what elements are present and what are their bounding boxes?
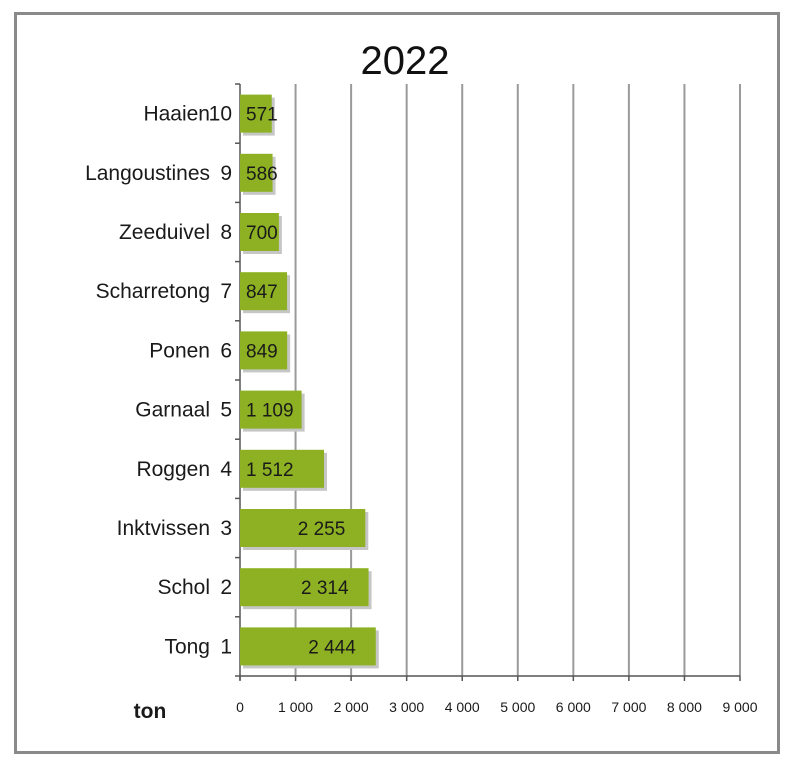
category-label: Langoustines — [85, 162, 210, 185]
bar — [240, 331, 288, 370]
x-tick-label: 9 000 — [722, 699, 757, 715]
bar — [240, 153, 273, 192]
data-label: 2 444 — [308, 637, 356, 658]
category-label: Tong — [164, 635, 210, 658]
category-label: Haaien — [143, 103, 210, 126]
rank-label: 3 — [220, 517, 232, 540]
unit-label: ton — [134, 700, 167, 723]
chart-frame — [14, 12, 780, 754]
x-tick-label: 5 000 — [500, 699, 535, 715]
rank-label: 4 — [220, 458, 232, 481]
data-label: 1 109 — [246, 401, 294, 422]
x-tick-label: 4 000 — [445, 699, 480, 715]
rank-label: 10 — [209, 103, 232, 126]
data-label: 571 — [246, 105, 278, 126]
x-tick-label: 8 000 — [667, 699, 702, 715]
chart-title: 2022 — [361, 39, 450, 83]
x-axis-ticks: 0 1 000 2 000 3 000 4 000 5 000 6 000 7 000 8 00… — [236, 676, 758, 715]
x-tick-label: 0 — [236, 699, 244, 715]
data-label: 849 — [246, 341, 278, 362]
data-label: 847 — [246, 282, 278, 303]
rank-label: 9 — [220, 162, 232, 185]
bars — [240, 94, 379, 669]
bar — [240, 509, 366, 547]
category-label: Zeeduivel — [119, 221, 210, 244]
data-label: 2 255 — [298, 519, 346, 540]
data-label: 1 512 — [246, 460, 294, 481]
x-tick-label: 7 000 — [611, 699, 646, 715]
x-tick-label: 1 000 — [278, 699, 313, 715]
rank-label: 7 — [220, 280, 232, 303]
data-label: 2 314 — [301, 578, 349, 599]
rank-label: 6 — [220, 339, 232, 362]
bar — [240, 213, 279, 251]
category-label: Ponen — [149, 339, 210, 362]
x-tick-label: 3 000 — [389, 699, 424, 715]
rank-label: 5 — [220, 399, 232, 422]
category-label: Schol — [157, 576, 210, 599]
bar — [240, 390, 302, 429]
rank-label: 8 — [220, 221, 232, 244]
x-tick-label: 6 000 — [556, 699, 591, 715]
x-tick-label: 2 000 — [334, 699, 369, 715]
bar — [240, 627, 376, 666]
category-label: Scharretong — [96, 280, 210, 303]
category-label: Inktvissen — [117, 517, 210, 540]
data-label: 586 — [246, 164, 278, 185]
bar — [240, 449, 324, 488]
rank-label: 1 — [220, 635, 232, 658]
bar — [240, 568, 369, 607]
bar — [240, 94, 272, 133]
data-label: 700 — [246, 223, 278, 244]
rank-label: 2 — [220, 576, 232, 599]
category-label: Garnaal — [135, 399, 210, 422]
category-label: Roggen — [136, 458, 210, 481]
bar — [240, 272, 288, 311]
